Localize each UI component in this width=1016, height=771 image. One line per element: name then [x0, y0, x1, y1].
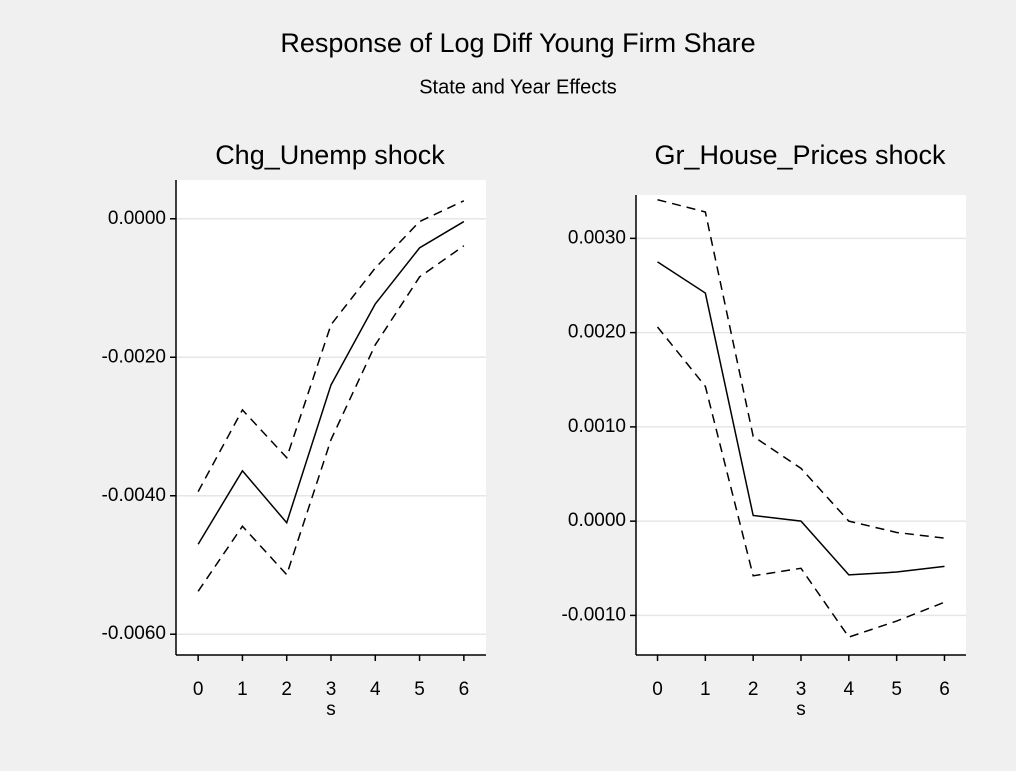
x-tick-label: 1 [237, 679, 248, 700]
y-tick-label: -0.0040 [102, 485, 166, 506]
x-axis-label: s [796, 699, 806, 720]
x-tick-label: 4 [370, 679, 381, 700]
x-tick-label: 3 [326, 679, 337, 700]
response-line [197, 245, 465, 592]
x-tick-label: 0 [193, 679, 204, 700]
figure-title: Response of Log Diff Young Firm Share [280, 28, 755, 58]
y-tick-label: -0.0020 [102, 346, 166, 367]
y-tick-label: 0.0030 [568, 227, 626, 248]
plot-area [176, 180, 486, 655]
x-tick-label: 0 [652, 679, 663, 700]
x-tick-label: 4 [844, 679, 855, 700]
y-tick-label: 0.0010 [568, 416, 626, 437]
figure-subtitle: State and Year Effects [419, 76, 617, 98]
response-line [657, 198, 945, 539]
x-tick-label: 6 [939, 679, 950, 700]
x-tick-label: 6 [459, 679, 470, 700]
panel-title: Gr_House_Prices shock [654, 140, 946, 170]
y-tick-label: -0.0010 [562, 604, 626, 625]
panel-title: Chg_Unemp shock [215, 140, 445, 170]
response-line [656, 326, 945, 638]
x-tick-label: 1 [700, 679, 711, 700]
y-tick-label: 0.0000 [108, 208, 166, 229]
y-tick-label: 0.0020 [568, 322, 626, 343]
x-tick-label: 2 [281, 679, 292, 700]
x-tick-label: 5 [891, 679, 902, 700]
response-line [197, 220, 465, 545]
x-axis-label: s [326, 699, 336, 720]
x-tick-label: 2 [748, 679, 759, 700]
x-tick-label: 5 [414, 679, 425, 700]
plot-area [636, 195, 966, 655]
response-line [657, 261, 945, 576]
x-tick-label: 3 [796, 679, 807, 700]
response-line [197, 200, 465, 492]
y-tick-label: 0.0000 [568, 510, 626, 531]
y-tick-label: -0.0060 [102, 623, 166, 644]
